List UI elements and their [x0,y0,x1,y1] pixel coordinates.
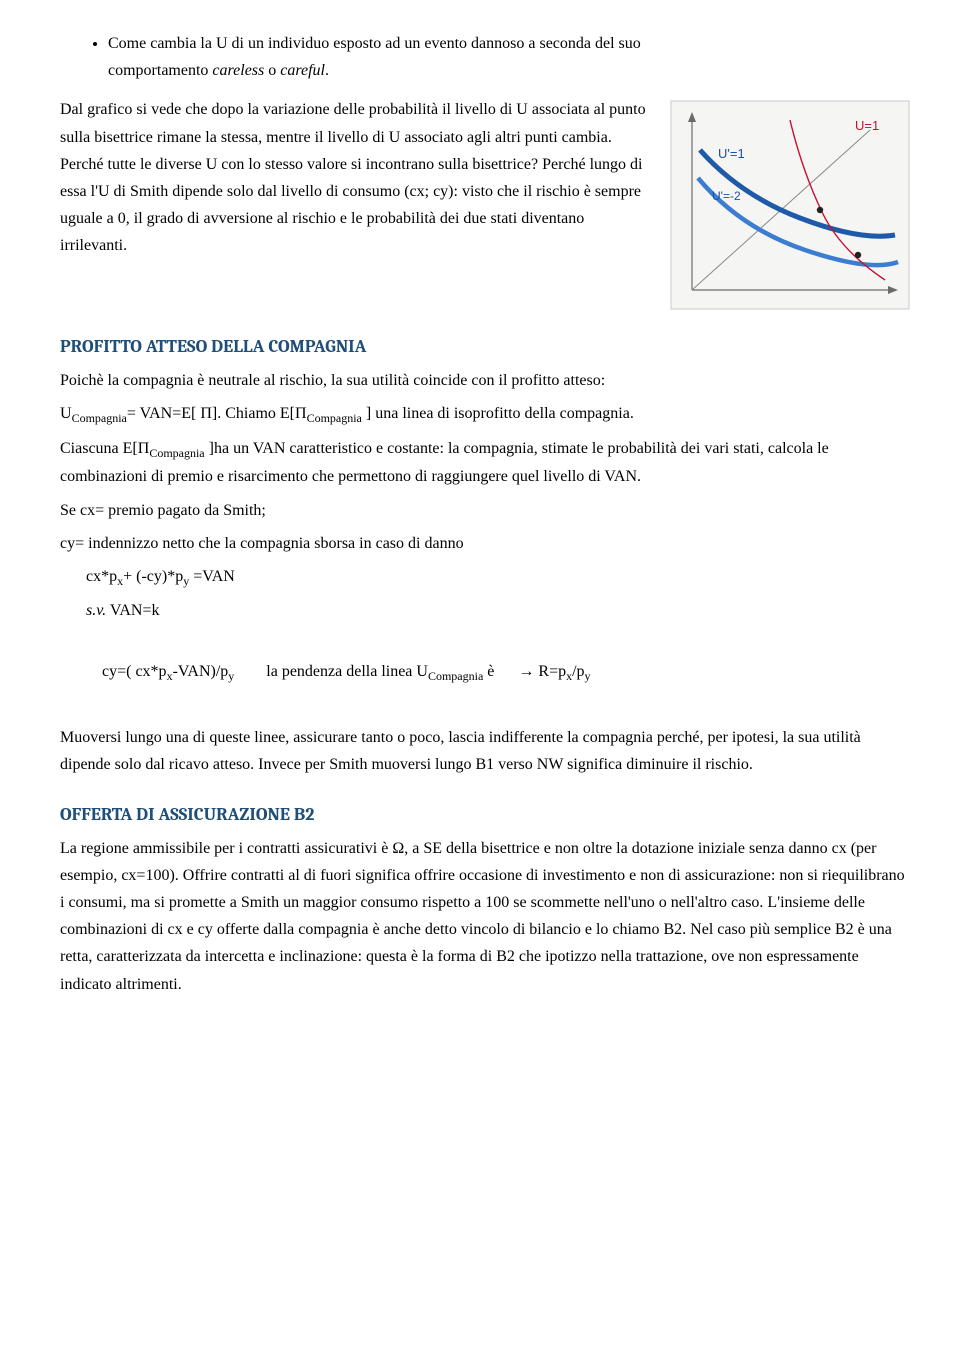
txt: è → R=p [483,663,566,680]
paragraph-1: Dal grafico si vede che dopo la variazio… [60,96,654,259]
txt: Ciascuna E[Π [60,440,149,457]
gap [234,663,266,680]
section1-p3: Se cx= premio pagato da Smith; [60,497,910,524]
section-heading-profitto: PROFITTO ATTESO DELLA COMPAGNIA [60,332,910,363]
txt: = VAN=E[ Π]. Chiamo E[Π [127,405,307,422]
intro-bullet-list: Come cambia la U di un individuo esposto… [60,30,910,84]
sub: y [585,669,591,683]
bullet-line1: Come cambia la U di un individuo esposto… [108,35,641,52]
figure-label-u1: U=1 [855,118,879,133]
equation-1: cx*px+ (-cy)*py =VAN [86,563,910,592]
txt: cx*p [86,568,117,585]
txt: la pendenza della linea U [266,663,428,680]
txt: ] una linea di isoprofitto della compagn… [362,405,634,422]
section1-p2: Ciascuna E[ΠCompagnia ]ha un VAN caratte… [60,435,910,491]
equation-block: cx*px+ (-cy)*py =VAN s.v. VAN=k cy=( cx*… [60,563,910,714]
figure-label-uprime1: U'=1 [718,146,745,161]
txt: /p [572,663,584,680]
bullet-line2a: comportamento [108,62,212,79]
section2-p1: La regione ammissibile per i contratti a… [60,835,910,998]
bullet-line2e: . [325,62,329,79]
txt: cy=( cx*p [102,663,167,680]
bullet-careless: careless [212,62,264,79]
section1-p5: Muoversi lungo una di queste linee, assi… [60,724,910,778]
bullet-careful: careful [280,62,325,79]
equation-3: cy=( cx*px-VAN)/py la pendenza della lin… [86,631,910,714]
txt-italic: s.v. [86,602,106,619]
figure-label-uprime-m2: U'=-2 [712,189,741,203]
section1-intro: Poichè la compagnia è neutrale al rischi… [60,367,910,394]
txt: -VAN)/p [173,663,229,680]
section-heading-offerta: OFFERTA DI ASSICURAZIONE B2 [60,800,910,831]
utility-curves-figure: U=1 U'=1 U'=-2 [670,100,910,310]
section1-p4: cy= indennizzo netto che la compagnia sb… [60,530,910,557]
section1-formula-line: UCompagnia= VAN=E[ Π]. Chiamo E[ΠCompagn… [60,400,910,429]
txt: U [60,405,72,422]
sub: Compagnia [72,411,127,425]
sub: Compagnia [307,411,362,425]
txt: VAN=k [106,602,159,619]
bullet-item: Come cambia la U di un individuo esposto… [108,30,910,84]
equation-2: s.v. VAN=k [86,597,910,624]
txt: + (-cy)*p [123,568,183,585]
bullet-line2c: o [264,62,280,79]
sub: Compagnia [428,669,483,683]
txt: =VAN [189,568,235,585]
sub: Compagnia [149,446,204,460]
